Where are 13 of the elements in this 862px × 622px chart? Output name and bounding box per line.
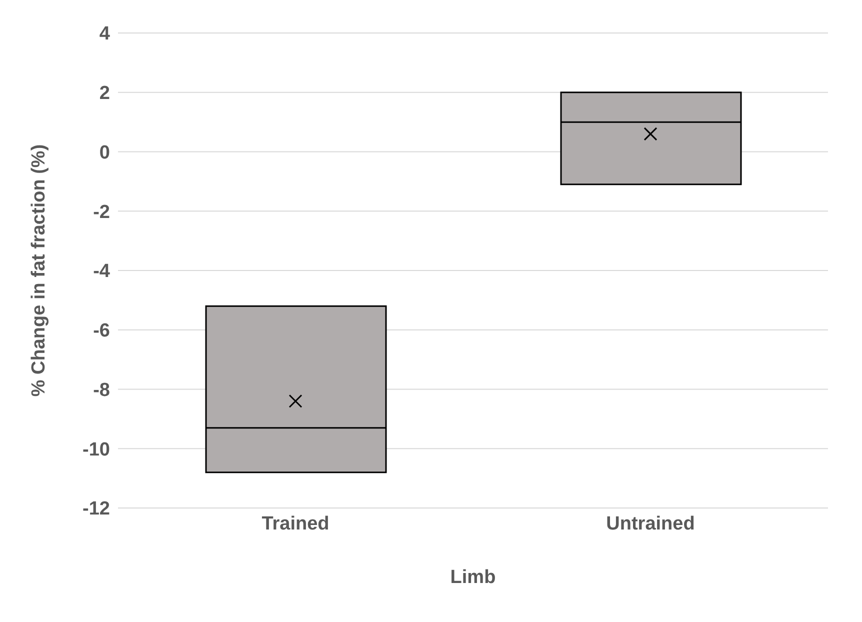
y-tick-label: 0 bbox=[99, 142, 110, 164]
y-tick-label: -8 bbox=[93, 380, 110, 401]
y-axis-title: % Change in fat fraction (%) bbox=[28, 144, 50, 397]
y-tick-label: -12 bbox=[82, 498, 110, 520]
y-tick-label: 2 bbox=[99, 83, 110, 104]
x-tick-label: Untrained bbox=[606, 513, 695, 534]
y-tick-label: -4 bbox=[93, 261, 110, 282]
x-tick-label: Trained bbox=[262, 513, 330, 534]
y-tick-label: -10 bbox=[82, 439, 110, 460]
y-tick-label: -6 bbox=[93, 320, 110, 342]
x-axis-title: Limb bbox=[450, 567, 496, 588]
y-tick-label: 4 bbox=[99, 24, 110, 45]
y-tick-label: -2 bbox=[93, 202, 110, 223]
